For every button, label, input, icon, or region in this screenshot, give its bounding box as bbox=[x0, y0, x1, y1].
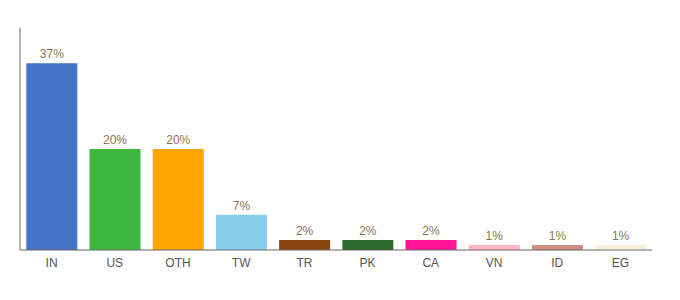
svg-text:VN: VN bbox=[486, 256, 503, 270]
svg-text:CA: CA bbox=[422, 256, 439, 270]
svg-text:37%: 37% bbox=[40, 47, 64, 61]
svg-text:PK: PK bbox=[360, 256, 376, 270]
svg-text:IN: IN bbox=[46, 256, 58, 270]
svg-text:TR: TR bbox=[296, 256, 312, 270]
svg-text:20%: 20% bbox=[103, 133, 127, 147]
svg-text:1%: 1% bbox=[612, 229, 630, 243]
svg-text:EG: EG bbox=[612, 256, 629, 270]
svg-text:2%: 2% bbox=[296, 224, 314, 238]
svg-text:2%: 2% bbox=[359, 224, 377, 238]
svg-text:2%: 2% bbox=[422, 224, 440, 238]
svg-text:7%: 7% bbox=[233, 199, 251, 213]
svg-text:US: US bbox=[106, 256, 123, 270]
svg-text:1%: 1% bbox=[486, 229, 504, 243]
svg-text:20%: 20% bbox=[166, 133, 190, 147]
svg-text:TW: TW bbox=[232, 256, 251, 270]
svg-text:OTH: OTH bbox=[165, 256, 190, 270]
svg-text:1%: 1% bbox=[549, 229, 567, 243]
svg-text:ID: ID bbox=[551, 256, 563, 270]
